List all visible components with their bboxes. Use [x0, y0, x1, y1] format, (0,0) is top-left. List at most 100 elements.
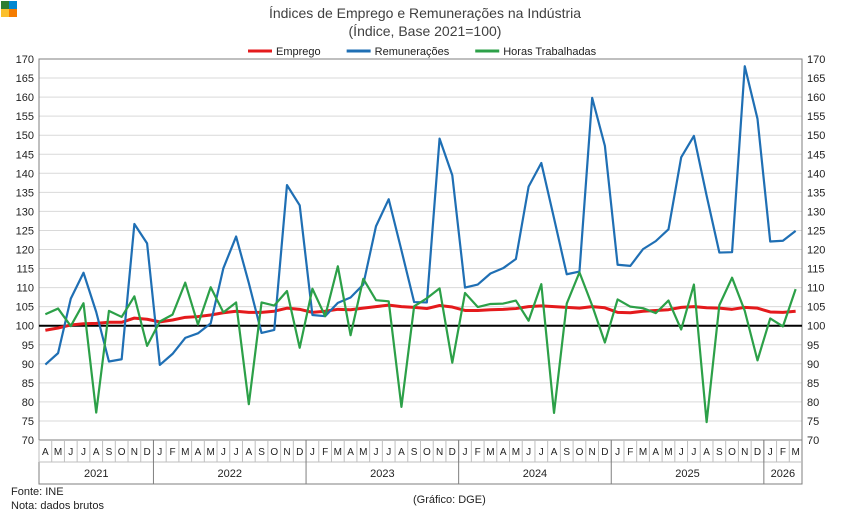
x-tick-label-month: A	[398, 447, 405, 458]
legend-label: Remunerações	[375, 46, 450, 58]
x-tick-label-month: J	[68, 447, 73, 458]
x-tick-label-month: J	[526, 447, 531, 458]
x-tick-label-month: F	[169, 447, 175, 458]
legend-label: Horas Trabalhadas	[503, 46, 596, 58]
y-tick-label-left: 170	[16, 54, 34, 66]
x-tick-label-month: S	[563, 447, 570, 458]
x-tick-label-month: D	[601, 447, 608, 458]
x-tick-label-month: A	[347, 447, 354, 458]
logo-square-yellow	[1, 9, 9, 17]
x-tick-label-month: A	[245, 447, 252, 458]
x-tick-label-month: J	[615, 447, 620, 458]
x-tick-label-month: A	[93, 447, 100, 458]
x-tick-label-month: O	[118, 447, 126, 458]
y-tick-label-left: 90	[22, 359, 34, 371]
y-tick-label-left: 100	[16, 321, 34, 333]
y-tick-label-right: 170	[807, 54, 825, 66]
y-tick-label-right: 135	[807, 187, 825, 199]
y-tick-label-left: 75	[22, 416, 34, 428]
x-tick-label-year: 2025	[675, 468, 699, 480]
x-tick-label-month: F	[322, 447, 328, 458]
x-tick-label-month: N	[131, 447, 138, 458]
logo-square-green	[1, 1, 9, 9]
y-tick-label-right: 100	[807, 321, 825, 333]
y-tick-label-left: 120	[16, 245, 34, 257]
x-tick-label-month: N	[283, 447, 290, 458]
series-line-horas-trabalhadas	[44, 265, 797, 424]
x-tick-label-month: D	[296, 447, 303, 458]
y-tick-label-left: 95	[22, 340, 34, 352]
y-tick-label-left: 150	[16, 130, 34, 142]
x-tick-label-month: O	[423, 447, 431, 458]
x-tick-label-month: M	[207, 447, 215, 458]
x-tick-label-month: M	[664, 447, 672, 458]
x-tick-label-month: N	[741, 447, 748, 458]
x-tick-label-month: A	[42, 447, 49, 458]
x-tick-label-month: S	[716, 447, 723, 458]
logo-square-orange	[9, 9, 17, 17]
y-tick-label-left: 115	[16, 264, 34, 276]
y-tick-label-right: 105	[807, 302, 825, 314]
x-tick-label-year: 2026	[771, 468, 795, 480]
y-tick-label-right: 70	[807, 435, 819, 447]
y-tick-label-right: 150	[807, 130, 825, 142]
x-tick-label-year: 2024	[523, 468, 547, 480]
x-tick-label-month: A	[652, 447, 659, 458]
y-tick-label-right: 155	[807, 111, 825, 123]
y-tick-label-left: 135	[16, 187, 34, 199]
x-tick-label-month: J	[539, 447, 544, 458]
y-tick-label-left: 145	[16, 149, 34, 161]
chart-series-group	[44, 65, 797, 424]
chart-title: Índices de Emprego e Remunerações na Ind…	[269, 5, 581, 21]
x-tick-label-month: J	[234, 447, 239, 458]
x-tick-label-month: J	[157, 447, 162, 458]
x-tick-label-month: M	[334, 447, 342, 458]
x-tick-label-month: D	[754, 447, 761, 458]
x-tick-label-year: 2022	[218, 468, 242, 480]
y-tick-label-right: 110	[807, 283, 825, 295]
y-tick-label-right: 75	[807, 416, 819, 428]
x-tick-label-month: J	[81, 447, 86, 458]
y-tick-label-right: 145	[807, 149, 825, 161]
y-tick-label-right: 120	[807, 245, 825, 257]
x-tick-label-month: A	[195, 447, 202, 458]
x-tick-label-month: J	[386, 447, 391, 458]
x-tick-label-month: N	[436, 447, 443, 458]
y-tick-label-right: 160	[807, 92, 825, 104]
y-tick-label-left: 160	[16, 92, 34, 104]
y-tick-label-right: 85	[807, 378, 819, 390]
x-tick-label-year: 2023	[370, 468, 394, 480]
x-tick-label-month: J	[310, 447, 315, 458]
y-tick-label-left: 130	[16, 206, 34, 218]
x-tick-label-month: F	[475, 447, 481, 458]
y-tick-label-right: 165	[807, 73, 825, 85]
y-tick-label-left: 105	[16, 302, 34, 314]
x-tick-label-month: O	[728, 447, 736, 458]
x-tick-label-month: M	[181, 447, 189, 458]
x-tick-label-year: 2021	[84, 468, 108, 480]
y-tick-label-right: 90	[807, 359, 819, 371]
y-tick-label-right: 130	[807, 206, 825, 218]
x-tick-label-month: D	[143, 447, 150, 458]
series-line-emprego	[45, 303, 796, 332]
y-tick-label-left: 80	[22, 397, 34, 409]
x-tick-label-month: M	[639, 447, 647, 458]
footer-source: Fonte: INE	[11, 486, 64, 498]
x-tick-label-month: A	[551, 447, 558, 458]
x-tick-label-month: S	[106, 447, 113, 458]
x-tick-label-month: M	[359, 447, 367, 458]
chart-subtitle: (Índice, Base 2021=100)	[349, 23, 502, 39]
y-tick-label-right: 95	[807, 340, 819, 352]
y-tick-label-right: 115	[807, 264, 825, 276]
x-tick-label-month: M	[486, 447, 494, 458]
y-tick-label-left: 125	[16, 225, 34, 237]
y-tick-label-right: 125	[807, 225, 825, 237]
x-tick-label-month: M	[791, 447, 799, 458]
x-tick-label-month: J	[768, 447, 773, 458]
x-tick-label-month: J	[691, 447, 696, 458]
y-tick-label-left: 165	[16, 73, 34, 85]
chart-legend: Emprego Remunerações Horas Trabalhadas	[248, 46, 597, 58]
x-tick-label-month: M	[512, 447, 520, 458]
